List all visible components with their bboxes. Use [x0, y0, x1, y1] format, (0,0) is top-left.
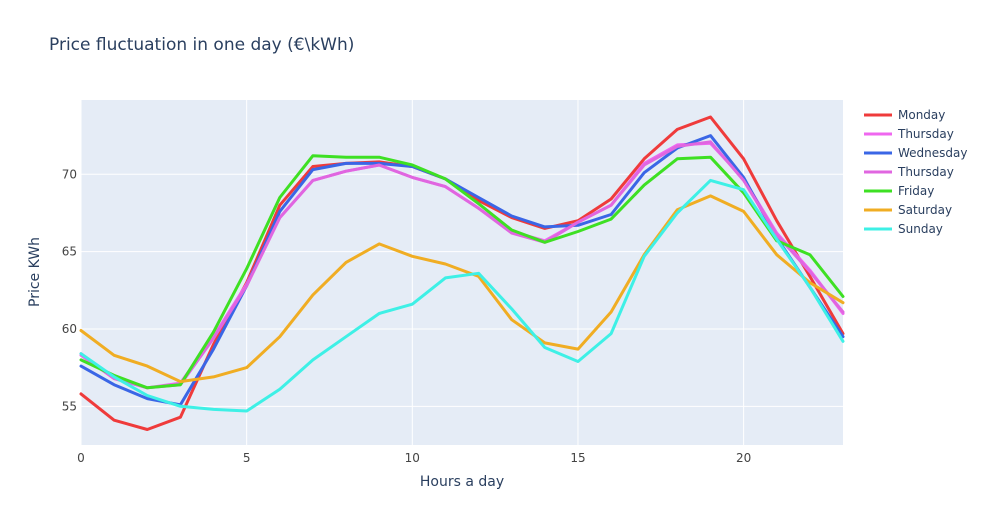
legend-label: Thursday: [897, 127, 954, 141]
gridlines: [80, 100, 843, 445]
x-axis-title: Hours a day: [420, 474, 504, 490]
series-line-saturday-5: [79, 194, 845, 384]
chart-title: Price fluctuation in one day (€\kWh): [49, 35, 354, 55]
series-line-friday-4: [79, 154, 845, 390]
axis-ticks: 0 5 10 15 20 55 60 65 70: [62, 167, 752, 465]
y-tick-label: 65: [62, 245, 77, 259]
legend-label: Sunday: [898, 222, 943, 236]
legend-label: Saturday: [898, 203, 952, 217]
x-tick-label: 0: [77, 451, 85, 465]
legend-item-sunday[interactable]: Sunday: [864, 222, 943, 236]
legend-label: Wednesday: [898, 146, 967, 160]
y-tick-label: 60: [62, 322, 77, 336]
x-tick-label: 10: [405, 451, 420, 465]
y-axis-title: Price KWh: [27, 237, 43, 307]
legend[interactable]: Monday Thursday Wednesday Thursday Friday Sat…: [864, 108, 967, 236]
legend-label: Friday: [898, 184, 934, 198]
series-line-thursday-3: [79, 140, 845, 390]
legend-item-wednesday[interactable]: Wednesday: [864, 146, 967, 160]
legend-label: Thursday: [897, 165, 954, 179]
x-tick-label: 20: [736, 451, 751, 465]
legend-item-thursday[interactable]: Thursday: [864, 165, 954, 179]
y-tick-label: 70: [62, 167, 77, 181]
legend-item-saturday[interactable]: Saturday: [864, 203, 952, 217]
legend-item-thursday[interactable]: Thursday: [864, 127, 954, 141]
x-tick-label: 15: [570, 451, 585, 465]
series-line-sunday-6: [79, 178, 845, 413]
x-tick-label: 5: [243, 451, 251, 465]
legend-item-monday[interactable]: Monday: [864, 108, 945, 122]
legend-item-friday[interactable]: Friday: [864, 184, 934, 198]
series-lines: [79, 115, 845, 431]
legend-label: Monday: [898, 108, 945, 122]
series-line-wednesday-2: [79, 134, 845, 407]
y-tick-label: 55: [62, 399, 77, 413]
plot-area: [81, 100, 843, 445]
